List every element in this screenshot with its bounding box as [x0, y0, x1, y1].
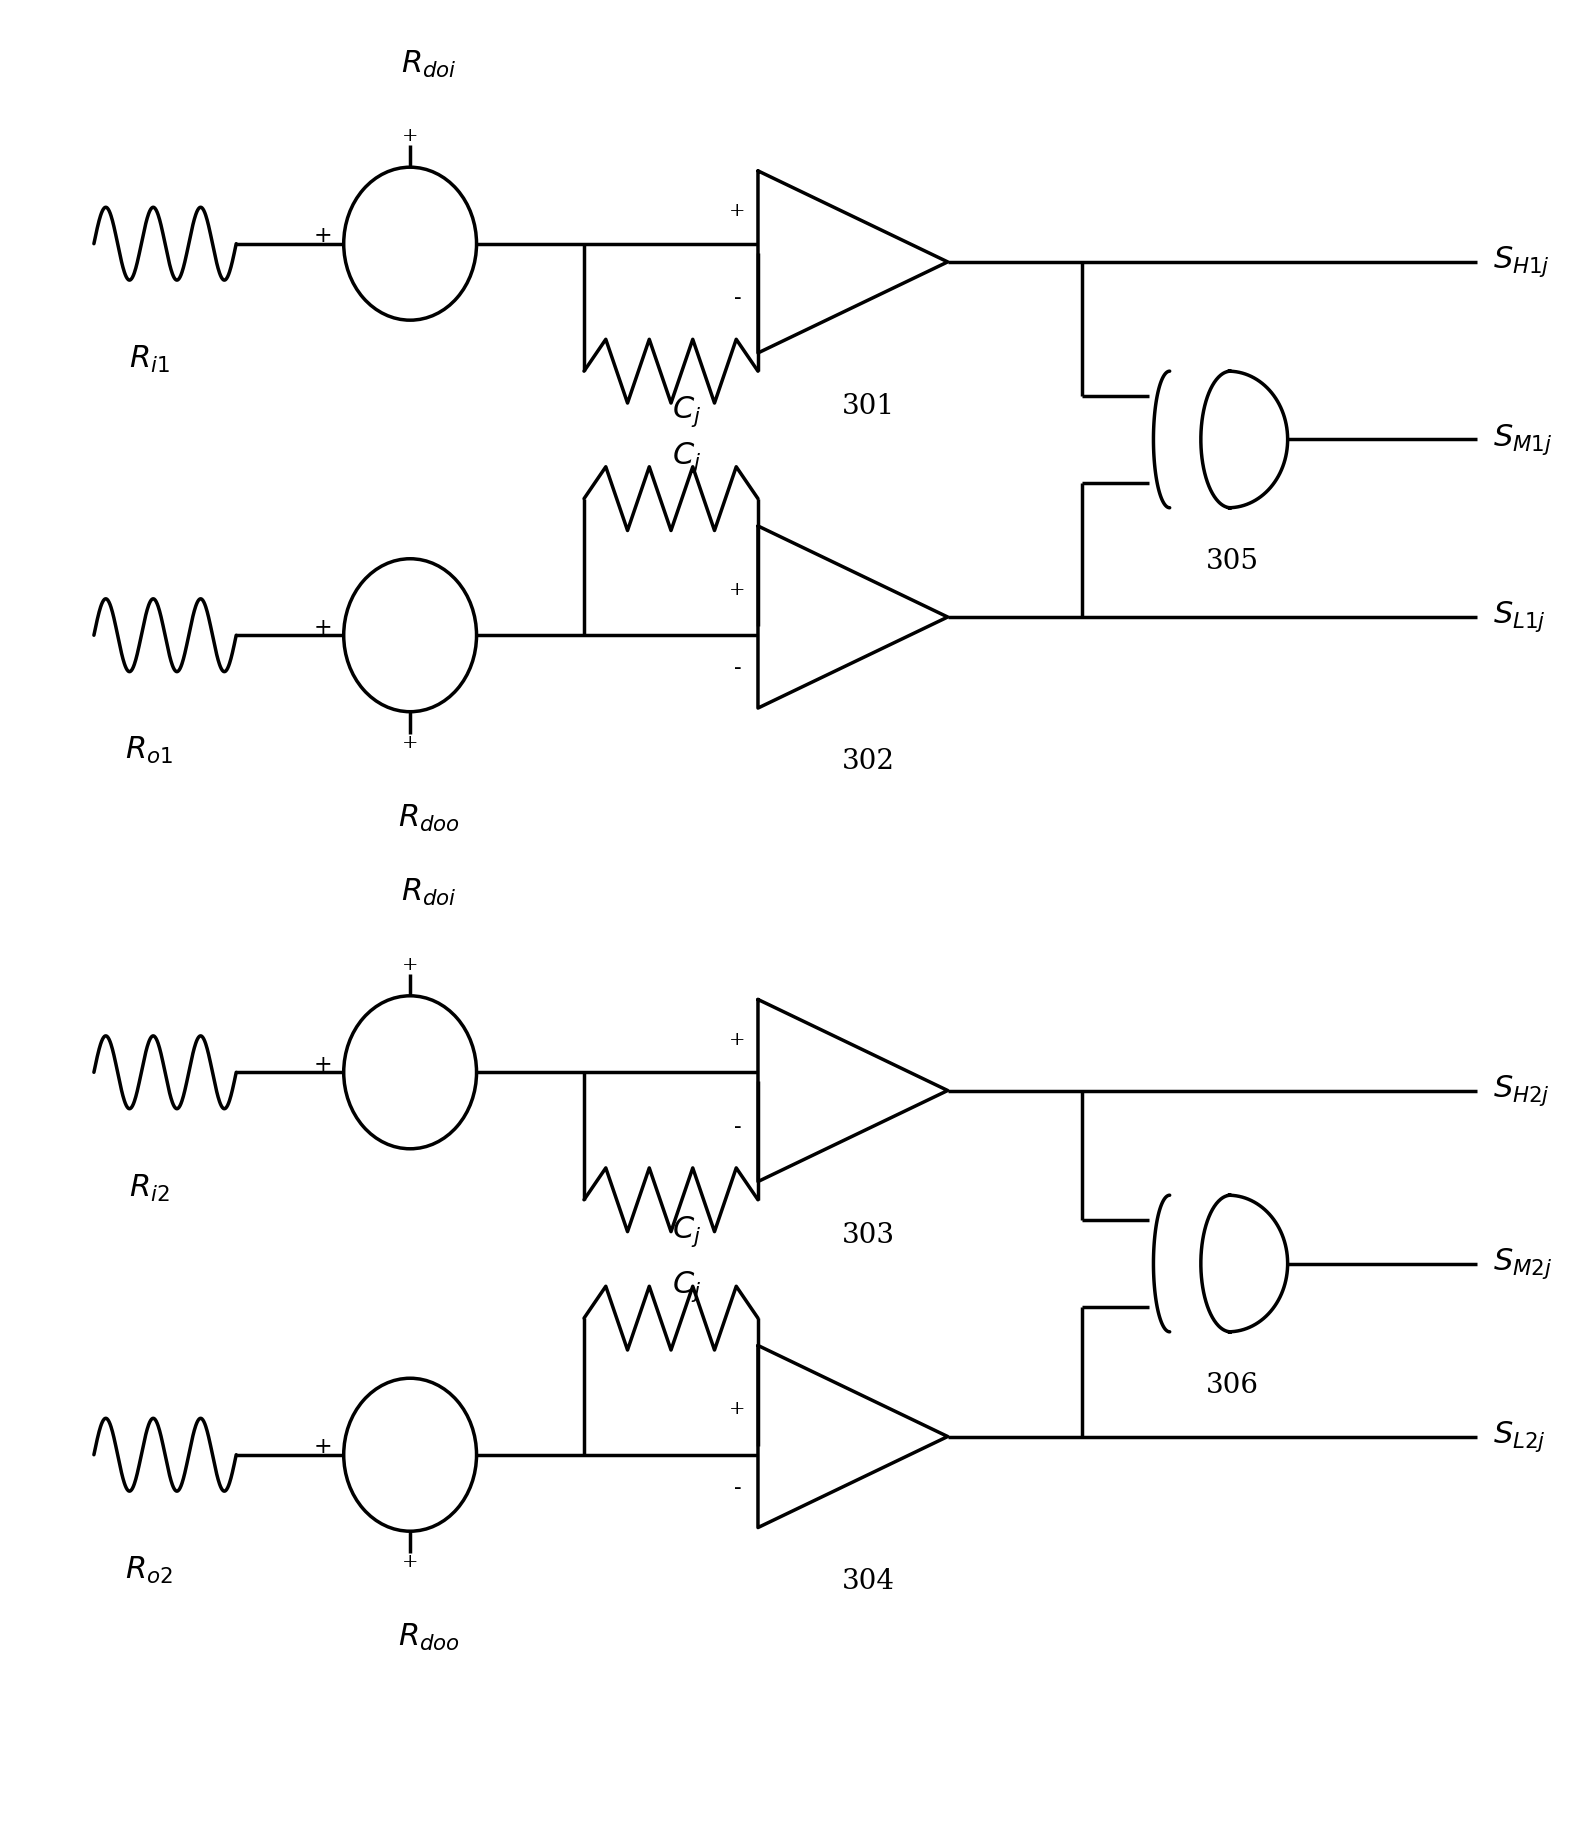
Text: -: - [734, 657, 742, 679]
Text: $S_{L2j}$: $S_{L2j}$ [1493, 1418, 1546, 1453]
Text: $S_{H2j}$: $S_{H2j}$ [1493, 1073, 1550, 1108]
Text: 301: 301 [842, 393, 895, 420]
Text: $R_{doo}$: $R_{doo}$ [399, 1622, 459, 1653]
Text: $S_{H1j}$: $S_{H1j}$ [1493, 244, 1550, 279]
Text: 304: 304 [842, 1567, 895, 1595]
Text: +: + [402, 127, 418, 145]
Text: +: + [314, 1053, 332, 1075]
Text: $C_j$: $C_j$ [671, 1270, 702, 1305]
Text: 303: 303 [842, 1222, 895, 1248]
Text: +: + [729, 1031, 746, 1048]
Text: -: - [734, 1477, 742, 1499]
Text: +: + [402, 956, 418, 974]
Text: +: + [314, 226, 332, 248]
Text: $R_{o2}$: $R_{o2}$ [126, 1554, 174, 1585]
Text: -: - [734, 288, 742, 310]
Text: $R_{doi}$: $R_{doi}$ [402, 50, 456, 79]
Text: $R_{i1}$: $R_{i1}$ [129, 343, 169, 374]
Text: 305: 305 [1206, 549, 1258, 574]
Text: $R_{o1}$: $R_{o1}$ [126, 736, 174, 767]
Text: $S_{L1j}$: $S_{L1j}$ [1493, 600, 1546, 635]
Text: +: + [314, 1437, 332, 1459]
Text: 306: 306 [1206, 1373, 1258, 1398]
Text: $C_j$: $C_j$ [671, 440, 702, 475]
Text: 302: 302 [842, 749, 895, 774]
Text: +: + [729, 580, 746, 598]
Text: -: - [734, 1116, 742, 1138]
Text: $C_j$: $C_j$ [671, 1215, 702, 1250]
Text: +: + [402, 1552, 418, 1571]
Text: +: + [402, 734, 418, 752]
Text: $S_{M2j}$: $S_{M2j}$ [1493, 1246, 1552, 1281]
Text: $R_{i2}$: $R_{i2}$ [129, 1173, 169, 1204]
Text: $R_{doo}$: $R_{doo}$ [399, 802, 459, 833]
Text: +: + [729, 202, 746, 220]
Text: $C_j$: $C_j$ [671, 395, 702, 429]
Text: +: + [729, 1400, 746, 1418]
Text: +: + [314, 617, 332, 639]
Text: $S_{M1j}$: $S_{M1j}$ [1493, 422, 1552, 457]
Text: $R_{doi}$: $R_{doi}$ [402, 877, 456, 908]
